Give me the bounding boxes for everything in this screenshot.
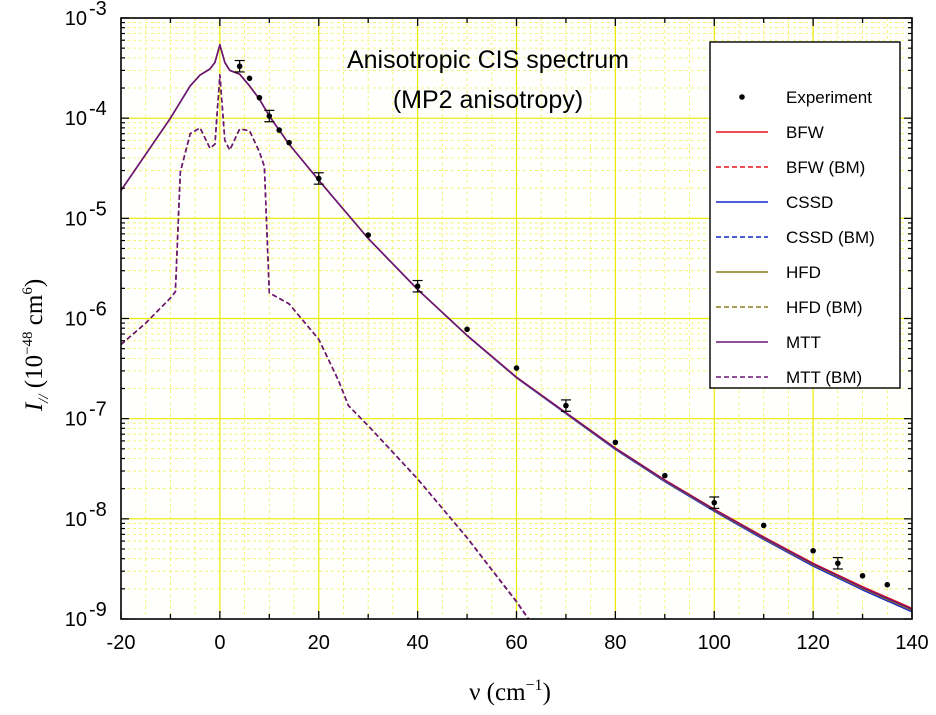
x-axis-unit-open: (cm xyxy=(480,679,526,706)
experiment-point xyxy=(513,365,520,371)
x-tick-label: 0 xyxy=(214,632,225,654)
y-tick-label-base: 10 xyxy=(65,409,87,431)
legend-label: HFD xyxy=(786,263,821,282)
y-axis-symbol: I xyxy=(21,401,48,412)
x-tick-label: 100 xyxy=(698,632,731,654)
legend: Experiment BFW BFW (BM) CSSD CSSD (BM) HFD HFD… xyxy=(709,41,901,389)
y-axis-title: I// (10−48 cm6) xyxy=(20,279,52,412)
ticks xyxy=(120,17,913,620)
y-axis-unit-exp2: 6 xyxy=(20,287,36,295)
y-tick-label-exponent: -8 xyxy=(89,499,107,521)
chart-title: Anisotropic CIS spectrum xyxy=(347,46,629,74)
experiment-point xyxy=(835,560,841,567)
y-tick-label-exponent: -3 xyxy=(89,0,107,20)
experiment-point xyxy=(236,63,243,70)
y-tick-label: 10 xyxy=(65,609,87,631)
x-axis-symbol: ν xyxy=(469,679,480,706)
y-tick-label: 10 xyxy=(65,108,87,130)
experiment-point xyxy=(859,572,866,579)
x-tick-label: -20 xyxy=(107,632,136,654)
series-line-mtt-bm xyxy=(121,74,530,619)
y-tick-label-exponent: -5 xyxy=(89,198,107,220)
legend-label-experiment: Experiment xyxy=(786,88,872,107)
experiment-point xyxy=(266,113,273,119)
x-tick-label: 40 xyxy=(407,632,429,654)
x-tick-label: 120 xyxy=(796,632,829,654)
y-tick-label-base: 10 xyxy=(65,108,87,130)
experiment-point xyxy=(662,472,668,479)
y-tick-label-exponent: -6 xyxy=(89,299,107,321)
experiment-layer xyxy=(234,59,891,588)
legend-label: MTT xyxy=(786,333,821,352)
y-tick-label: 10 xyxy=(65,8,87,30)
y-tick-label: 10 xyxy=(65,208,87,230)
y-tick-label-exponent: -9 xyxy=(89,599,107,621)
experiment-point xyxy=(276,127,283,133)
y-tick-label-exponent: -4 xyxy=(89,98,107,120)
y-tick-label-exponent: -7 xyxy=(89,399,107,421)
legend-label: BFW xyxy=(786,123,824,142)
y-tick-label: 10 xyxy=(65,409,87,431)
y-tick-label-base: 10 xyxy=(65,8,87,30)
experiment-point xyxy=(711,499,718,506)
y-tick-label-base: 10 xyxy=(65,609,87,631)
legend-label: HFD (BM) xyxy=(786,298,862,317)
y-tick-label: 10 xyxy=(65,309,87,331)
y-tick-label-base: 10 xyxy=(65,208,87,230)
experiment-point xyxy=(760,522,767,529)
experiment-point xyxy=(414,283,421,290)
y-axis-unit-mid: cm xyxy=(21,294,48,331)
y-axis-unit-exp1: −48 xyxy=(20,331,36,354)
x-tick-label: 140 xyxy=(895,632,928,654)
experiment-point xyxy=(612,439,619,446)
experiment-point xyxy=(286,139,292,146)
experiment-point xyxy=(246,75,253,82)
legend-label: BFW (BM) xyxy=(786,158,865,177)
y-tick-label-base: 10 xyxy=(65,309,87,331)
y-axis-subscript: // xyxy=(36,393,52,404)
legend-label: CSSD xyxy=(786,193,833,212)
y-tick-label-base: 10 xyxy=(65,509,87,531)
experiment-point xyxy=(464,326,470,333)
experiment-point xyxy=(884,581,891,588)
y-tick-label: 10 xyxy=(65,509,87,531)
experiment-point xyxy=(365,232,371,238)
legend-label: MTT (BM) xyxy=(786,368,862,387)
x-tick-label: 60 xyxy=(505,632,527,654)
experiment-point xyxy=(315,175,322,182)
experiment-point xyxy=(563,402,569,409)
legend-label: CSSD (BM) xyxy=(786,228,875,247)
x-tick-label: 20 xyxy=(308,632,330,654)
experiment-point xyxy=(810,547,816,554)
y-axis-unit-open: (10 xyxy=(21,355,48,395)
experiment-point xyxy=(256,94,263,101)
x-axis-unit-close: ) xyxy=(543,679,551,706)
y-axis-unit-close: ) xyxy=(21,279,48,287)
x-axis-unit-exp: −1 xyxy=(526,677,543,694)
x-tick-label: 80 xyxy=(604,632,626,654)
chart-subtitle: (MP2 anisotropy) xyxy=(393,86,583,114)
legend-marker-experiment xyxy=(739,94,745,100)
x-axis-title: ν (cm−1) xyxy=(469,677,551,706)
